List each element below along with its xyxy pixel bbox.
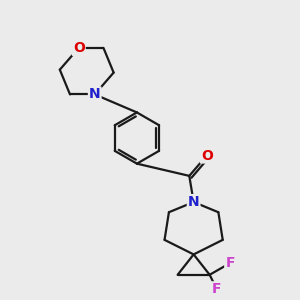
Text: N: N [188, 195, 200, 209]
Text: N: N [89, 87, 100, 101]
Text: F: F [225, 256, 235, 270]
Text: O: O [73, 41, 85, 55]
Text: F: F [212, 282, 222, 296]
Text: O: O [201, 148, 213, 163]
